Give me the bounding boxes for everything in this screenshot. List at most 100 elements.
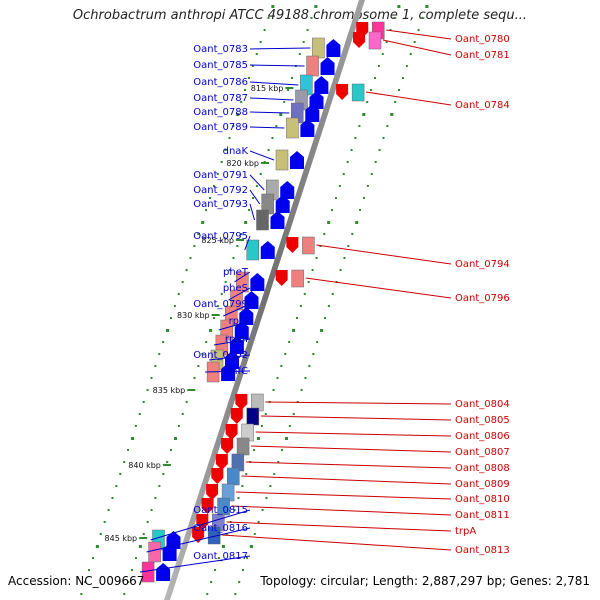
guide-dot [259, 41, 262, 43]
accession-label: Accession: NC_009667 [8, 574, 145, 588]
gene-label: Oant_0817 [193, 551, 248, 562]
reverse-arrow [215, 454, 228, 470]
guide-dot [267, 149, 270, 151]
leader-line [249, 81, 299, 86]
guide-dot [271, 5, 275, 8]
guide-dot [255, 185, 258, 187]
guide-dot [374, 161, 377, 163]
guide-dot [138, 413, 141, 415]
gene-label: Oant_0788 [193, 107, 248, 118]
guide-dot [409, 53, 412, 55]
guide-dot [311, 269, 314, 271]
guide-dot [181, 413, 184, 415]
guide-dot [366, 101, 369, 103]
guide-dot [259, 173, 262, 175]
leader-line [228, 287, 251, 301]
guide-dot [154, 365, 157, 367]
guide-dot [208, 197, 211, 199]
guide-dot [370, 173, 373, 175]
tick-label: 815 kbp [251, 84, 284, 93]
reverse-arrow [206, 484, 219, 500]
guide-dot [284, 353, 287, 355]
feature-box [256, 209, 269, 231]
guide-dot [359, 209, 362, 211]
leader-line [245, 461, 452, 469]
gene-label: infC [228, 366, 248, 377]
guide-dot [295, 317, 298, 319]
forward-arrow [275, 195, 290, 213]
guide-dot [150, 509, 153, 511]
leader-line [251, 445, 452, 453]
gene-label: Oant_0794 [455, 259, 510, 270]
guide-dot [382, 137, 385, 139]
guide-dot [251, 197, 254, 199]
guide-dot [224, 149, 227, 151]
guide-dot [225, 533, 228, 535]
reverse-arrow [196, 514, 209, 530]
reverse-arrow [353, 32, 365, 48]
leader-line [249, 97, 294, 101]
guide-dot [273, 473, 276, 475]
guide-dot [228, 269, 231, 271]
leader-line [255, 431, 452, 437]
tick-label: 820 kbp [226, 159, 259, 168]
guide-dot [111, 497, 114, 499]
gene-label: Oant_0796 [455, 293, 510, 304]
guide-dot [115, 485, 118, 487]
guide-dot [217, 557, 220, 559]
guide-dot [134, 557, 137, 559]
gene-label: Oant_0811 [455, 510, 510, 521]
feature-box [207, 526, 221, 545]
guide-dot [362, 113, 366, 116]
guide-dot [339, 269, 342, 271]
reverse-arrow [275, 270, 288, 286]
guide-dot [146, 389, 149, 391]
guide-dot [166, 461, 169, 463]
guide-dot [185, 401, 188, 403]
guide-dot [249, 545, 253, 548]
leader-line [382, 39, 452, 56]
guide-dot [123, 593, 126, 595]
guide-dot [193, 245, 196, 247]
leader-line [223, 303, 251, 317]
leader-line [249, 189, 261, 205]
guide-dot [189, 257, 192, 259]
forward-arrow [309, 91, 324, 109]
guide-dot [107, 509, 110, 511]
guide-dot [373, 77, 376, 79]
guide-dot [290, 77, 293, 79]
guide-dot [425, 5, 429, 8]
guide-dot [245, 473, 248, 475]
feature-box [148, 541, 161, 563]
leader-line [249, 111, 290, 114]
guide-dot [251, 65, 254, 67]
guide-dot [205, 209, 208, 211]
gene-label: Oant_0799 [193, 299, 248, 310]
guide-dot [327, 221, 331, 224]
leader-line [249, 203, 255, 221]
leader-line [249, 150, 275, 161]
feature-box [306, 55, 319, 77]
guide-dot [197, 233, 200, 235]
guide-dot [303, 293, 306, 295]
guide-dot [224, 281, 227, 283]
reverse-arrow [225, 424, 238, 440]
guide-dot [284, 437, 288, 440]
gene-label: rplT [229, 316, 249, 327]
guide-dot [267, 17, 270, 19]
guide-dot [306, 29, 309, 31]
guide-dot [162, 473, 165, 475]
guide-dot [210, 581, 213, 583]
guide-dot [142, 533, 145, 535]
leader-line [244, 235, 251, 251]
guide-dot [350, 149, 353, 151]
leader-line [249, 64, 305, 67]
backbone [164, 0, 365, 600]
topology-label: Topology: circular; Length: 2,887,297 bp… [260, 574, 590, 588]
gene-label: Oant_0813 [455, 545, 510, 556]
guide-dot [170, 449, 173, 451]
tick-label: 845 kbp [105, 534, 138, 543]
guide-dot [233, 509, 236, 511]
guide-dot [193, 377, 196, 379]
guide-dot [257, 521, 260, 523]
